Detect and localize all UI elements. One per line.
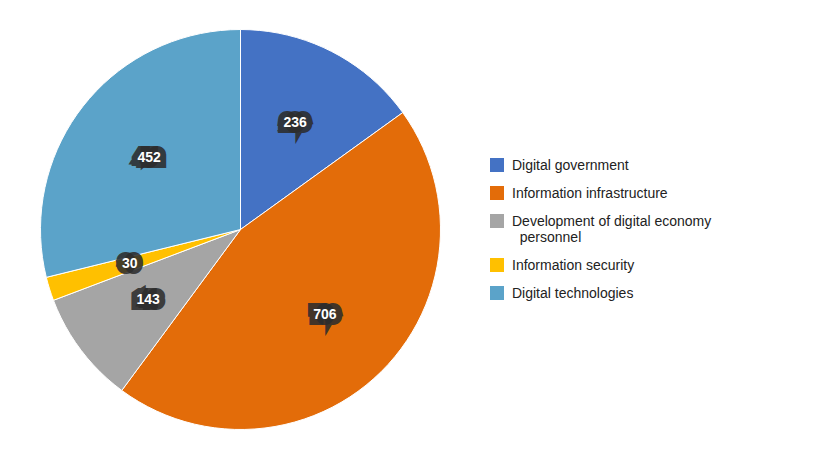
html-text:Digital technologies: Digital technologies — [512, 285, 634, 301]
svg-text:236: 236 — [284, 114, 308, 130]
svg-text:452: 452 — [138, 149, 162, 165]
svg-text:706: 706 — [313, 306, 337, 322]
svg-text:143: 143 — [136, 291, 160, 307]
html-text:Digital government: Digital government — [512, 157, 629, 173]
html-text:Information security: Information security — [512, 257, 635, 273]
html-text:Development of digital economy: Development of digital economy personnel — [512, 213, 712, 245]
svg-text:30: 30 — [122, 255, 138, 271]
html-text:Information infrastructure: Information infrastructure — [512, 185, 668, 201]
